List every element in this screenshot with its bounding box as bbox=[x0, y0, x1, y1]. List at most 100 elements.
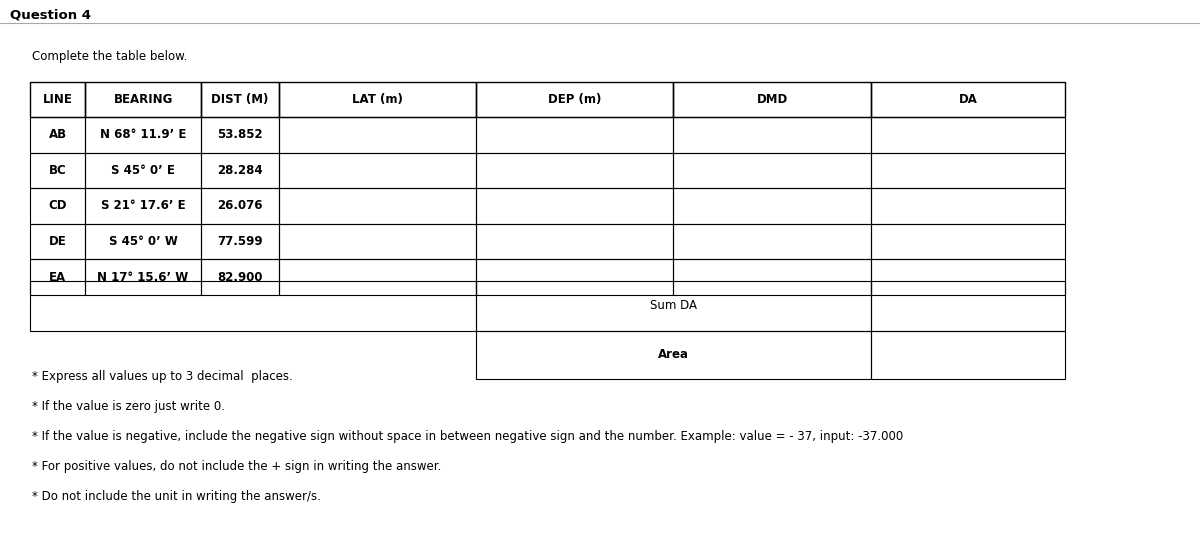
Text: EA: EA bbox=[49, 271, 66, 284]
Text: Complete the table below.: Complete the table below. bbox=[32, 50, 187, 63]
Text: Question 4: Question 4 bbox=[10, 8, 91, 21]
Text: BEARING: BEARING bbox=[114, 93, 173, 106]
Bar bbox=[30, 224, 85, 259]
Text: 26.076: 26.076 bbox=[217, 199, 263, 212]
Bar bbox=[476, 281, 871, 330]
Bar bbox=[476, 259, 673, 295]
Bar bbox=[200, 153, 278, 188]
Bar bbox=[278, 117, 476, 153]
Text: N 68° 11.9’ E: N 68° 11.9’ E bbox=[100, 128, 186, 141]
Bar bbox=[30, 153, 85, 188]
Bar bbox=[871, 188, 1066, 224]
Text: Sum DA: Sum DA bbox=[650, 299, 697, 312]
Bar bbox=[85, 224, 200, 259]
Text: 28.284: 28.284 bbox=[217, 164, 263, 177]
Bar bbox=[871, 330, 1066, 379]
Bar bbox=[476, 153, 673, 188]
Bar bbox=[673, 117, 871, 153]
Bar bbox=[278, 117, 476, 153]
Bar bbox=[30, 82, 85, 117]
Bar bbox=[673, 82, 871, 117]
Text: * If the value is negative, include the negative sign without space in between n: * If the value is negative, include the … bbox=[32, 430, 904, 443]
Bar bbox=[85, 188, 200, 224]
Bar bbox=[30, 259, 85, 295]
Text: S 21° 17.6’ E: S 21° 17.6’ E bbox=[101, 199, 186, 212]
Text: DA: DA bbox=[959, 93, 977, 106]
Bar bbox=[200, 117, 278, 153]
Bar bbox=[871, 259, 1066, 295]
Bar bbox=[871, 281, 1066, 330]
Bar bbox=[871, 153, 1066, 188]
Bar bbox=[673, 82, 871, 117]
Bar bbox=[200, 188, 278, 224]
Bar bbox=[871, 117, 1066, 153]
Bar bbox=[200, 224, 278, 259]
Bar bbox=[30, 259, 85, 295]
Bar bbox=[278, 153, 476, 188]
Bar bbox=[476, 330, 871, 379]
Bar bbox=[85, 82, 200, 117]
Text: CD: CD bbox=[48, 199, 67, 212]
Text: Area: Area bbox=[658, 348, 689, 361]
Bar bbox=[476, 224, 673, 259]
Bar bbox=[871, 82, 1066, 117]
Bar bbox=[85, 82, 200, 117]
Bar bbox=[200, 188, 278, 224]
Text: DEP (m): DEP (m) bbox=[548, 93, 601, 106]
Bar bbox=[278, 224, 476, 259]
Text: 82.900: 82.900 bbox=[217, 271, 263, 284]
Text: LAT (m): LAT (m) bbox=[352, 93, 403, 106]
Bar bbox=[278, 188, 476, 224]
Bar bbox=[871, 281, 1066, 330]
Bar bbox=[476, 153, 673, 188]
Bar bbox=[200, 82, 278, 117]
Bar bbox=[673, 259, 871, 295]
Bar bbox=[476, 117, 673, 153]
Bar bbox=[30, 188, 85, 224]
Bar bbox=[278, 224, 476, 259]
Bar bbox=[85, 224, 200, 259]
Text: BC: BC bbox=[49, 164, 67, 177]
Bar bbox=[673, 224, 871, 259]
Bar bbox=[673, 188, 871, 224]
Bar bbox=[278, 188, 476, 224]
Bar bbox=[200, 259, 278, 295]
Text: LINE: LINE bbox=[43, 93, 73, 106]
Bar bbox=[30, 153, 85, 188]
Text: 53.852: 53.852 bbox=[217, 128, 263, 141]
Bar bbox=[476, 188, 673, 224]
Bar bbox=[278, 259, 476, 295]
Bar bbox=[673, 117, 871, 153]
Bar bbox=[673, 153, 871, 188]
Bar bbox=[278, 82, 476, 117]
Bar bbox=[30, 281, 476, 330]
Text: DMD: DMD bbox=[756, 93, 787, 106]
Bar bbox=[200, 117, 278, 153]
Text: S 45° 0’ W: S 45° 0’ W bbox=[109, 235, 178, 248]
Text: DE: DE bbox=[49, 235, 67, 248]
Bar bbox=[871, 117, 1066, 153]
Bar bbox=[200, 259, 278, 295]
Bar bbox=[278, 82, 476, 117]
Bar bbox=[476, 82, 673, 117]
Bar bbox=[476, 281, 871, 330]
Bar bbox=[200, 224, 278, 259]
Bar bbox=[673, 153, 871, 188]
Bar bbox=[476, 117, 673, 153]
Bar bbox=[871, 224, 1066, 259]
Text: DIST (M): DIST (M) bbox=[211, 93, 269, 106]
Bar bbox=[278, 259, 476, 295]
Bar bbox=[871, 188, 1066, 224]
Text: * For positive values, do not include the + sign in writing the answer.: * For positive values, do not include th… bbox=[32, 460, 442, 473]
Bar bbox=[30, 224, 85, 259]
Bar bbox=[30, 281, 476, 330]
Text: S 45° 0’ E: S 45° 0’ E bbox=[112, 164, 175, 177]
Text: * Express all values up to 3 decimal  places.: * Express all values up to 3 decimal pla… bbox=[32, 370, 293, 383]
Bar bbox=[30, 117, 85, 153]
Bar bbox=[476, 82, 673, 117]
Bar bbox=[673, 188, 871, 224]
Bar bbox=[200, 82, 278, 117]
Text: 77.599: 77.599 bbox=[217, 235, 263, 248]
Bar bbox=[85, 153, 200, 188]
Bar bbox=[871, 224, 1066, 259]
